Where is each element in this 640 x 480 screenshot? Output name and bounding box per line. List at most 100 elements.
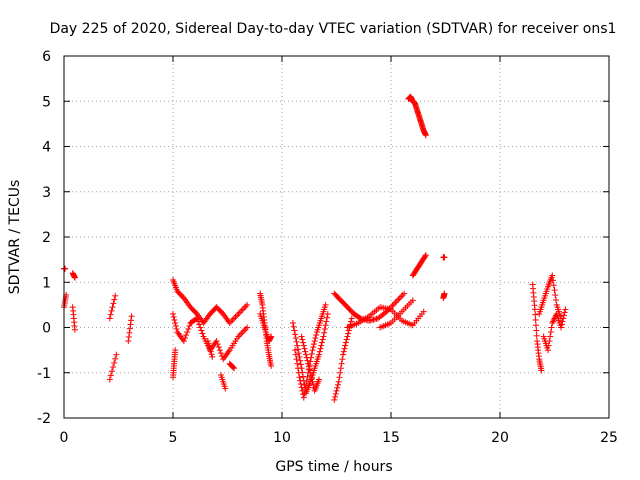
data-point: [559, 318, 566, 325]
data-point: [398, 293, 405, 300]
data-point: [339, 356, 346, 363]
grid: [64, 56, 609, 418]
data-point: [298, 333, 305, 340]
data-point: [409, 297, 416, 304]
data-point: [193, 315, 200, 322]
data-point: [294, 365, 301, 372]
y-tick-label: -2: [37, 411, 51, 427]
data-point: [552, 292, 559, 299]
data-point: [128, 317, 135, 324]
data-point: [544, 347, 551, 354]
data-point: [340, 351, 347, 358]
data-point: [292, 335, 299, 342]
data-point: [128, 313, 135, 320]
data-point: [302, 348, 309, 355]
data-point: [112, 355, 119, 362]
data-point: [244, 301, 251, 308]
data-point: [538, 367, 545, 374]
data-point: [170, 310, 176, 317]
data-point: [292, 331, 299, 338]
data-point: [207, 348, 214, 355]
data-point: [294, 342, 301, 349]
data-point: [317, 345, 324, 352]
data-point: [204, 338, 211, 345]
y-tick-label: 5: [42, 94, 51, 110]
data-point: [316, 348, 323, 355]
data-point: [321, 329, 328, 336]
data-point: [558, 324, 565, 331]
data-point: [302, 382, 309, 389]
data-point: [199, 330, 206, 337]
data-point: [331, 396, 338, 403]
data-point: [332, 393, 339, 400]
data-point: [205, 340, 212, 347]
data-point: [295, 350, 302, 357]
data-point: [307, 369, 314, 376]
data-point: [392, 299, 399, 306]
data-point: [293, 356, 300, 363]
data-point: [344, 333, 351, 340]
data-point: [304, 357, 311, 364]
data-point: [308, 350, 315, 357]
y-tick-label: 2: [42, 230, 51, 246]
data-point: [550, 277, 557, 284]
data-point: [292, 347, 299, 354]
data-point: [209, 353, 216, 360]
x-tick-label: 25: [600, 430, 618, 446]
data-point: [324, 310, 331, 317]
data-point: [334, 384, 341, 391]
data-point: [546, 338, 553, 345]
data-point: [62, 265, 69, 272]
data-point: [396, 295, 403, 302]
data-point: [547, 329, 554, 336]
data-point: [231, 365, 238, 372]
data-point: [242, 326, 249, 333]
data-point: [297, 357, 304, 364]
data-point: [551, 287, 558, 294]
data-point: [238, 307, 245, 314]
data-point: [309, 347, 316, 354]
data-point: [239, 329, 246, 336]
data-point: [422, 253, 429, 260]
data-point: [335, 378, 342, 385]
data-point: [345, 330, 352, 337]
data-point: [294, 360, 301, 367]
data-point: [108, 368, 115, 375]
y-tick-label: 6: [42, 49, 51, 65]
data-point: [533, 327, 540, 334]
data-point: [126, 325, 133, 332]
data-point: [293, 338, 300, 345]
data-point: [532, 316, 539, 323]
data-point: [241, 304, 248, 311]
data-point: [548, 324, 555, 331]
y-tick-label: 3: [42, 185, 51, 201]
data-point: [342, 339, 349, 346]
data-point: [195, 318, 202, 325]
data-point: [125, 338, 132, 345]
data-point: [229, 316, 236, 323]
data-point: [422, 252, 429, 259]
data-point: [420, 308, 427, 315]
data-point: [268, 333, 275, 340]
data-point: [125, 333, 132, 340]
data-point: [186, 322, 193, 329]
data-point: [297, 381, 304, 388]
data-point: [321, 326, 328, 333]
data-point: [305, 363, 312, 370]
data-point: [241, 327, 248, 334]
x-tick-label: 5: [169, 430, 178, 446]
data-point: [171, 316, 178, 323]
data-point: [343, 336, 350, 343]
data-point: [172, 319, 179, 326]
data-point: [233, 312, 240, 319]
data-point: [110, 364, 117, 371]
data-point: [111, 296, 118, 303]
data-point: [341, 345, 348, 352]
data-point: [560, 315, 567, 322]
data-point: [305, 360, 312, 367]
data-point: [310, 341, 317, 348]
data-point: [309, 378, 316, 385]
data-point: [316, 376, 323, 383]
data-point: [113, 351, 120, 358]
data-point: [244, 324, 251, 331]
